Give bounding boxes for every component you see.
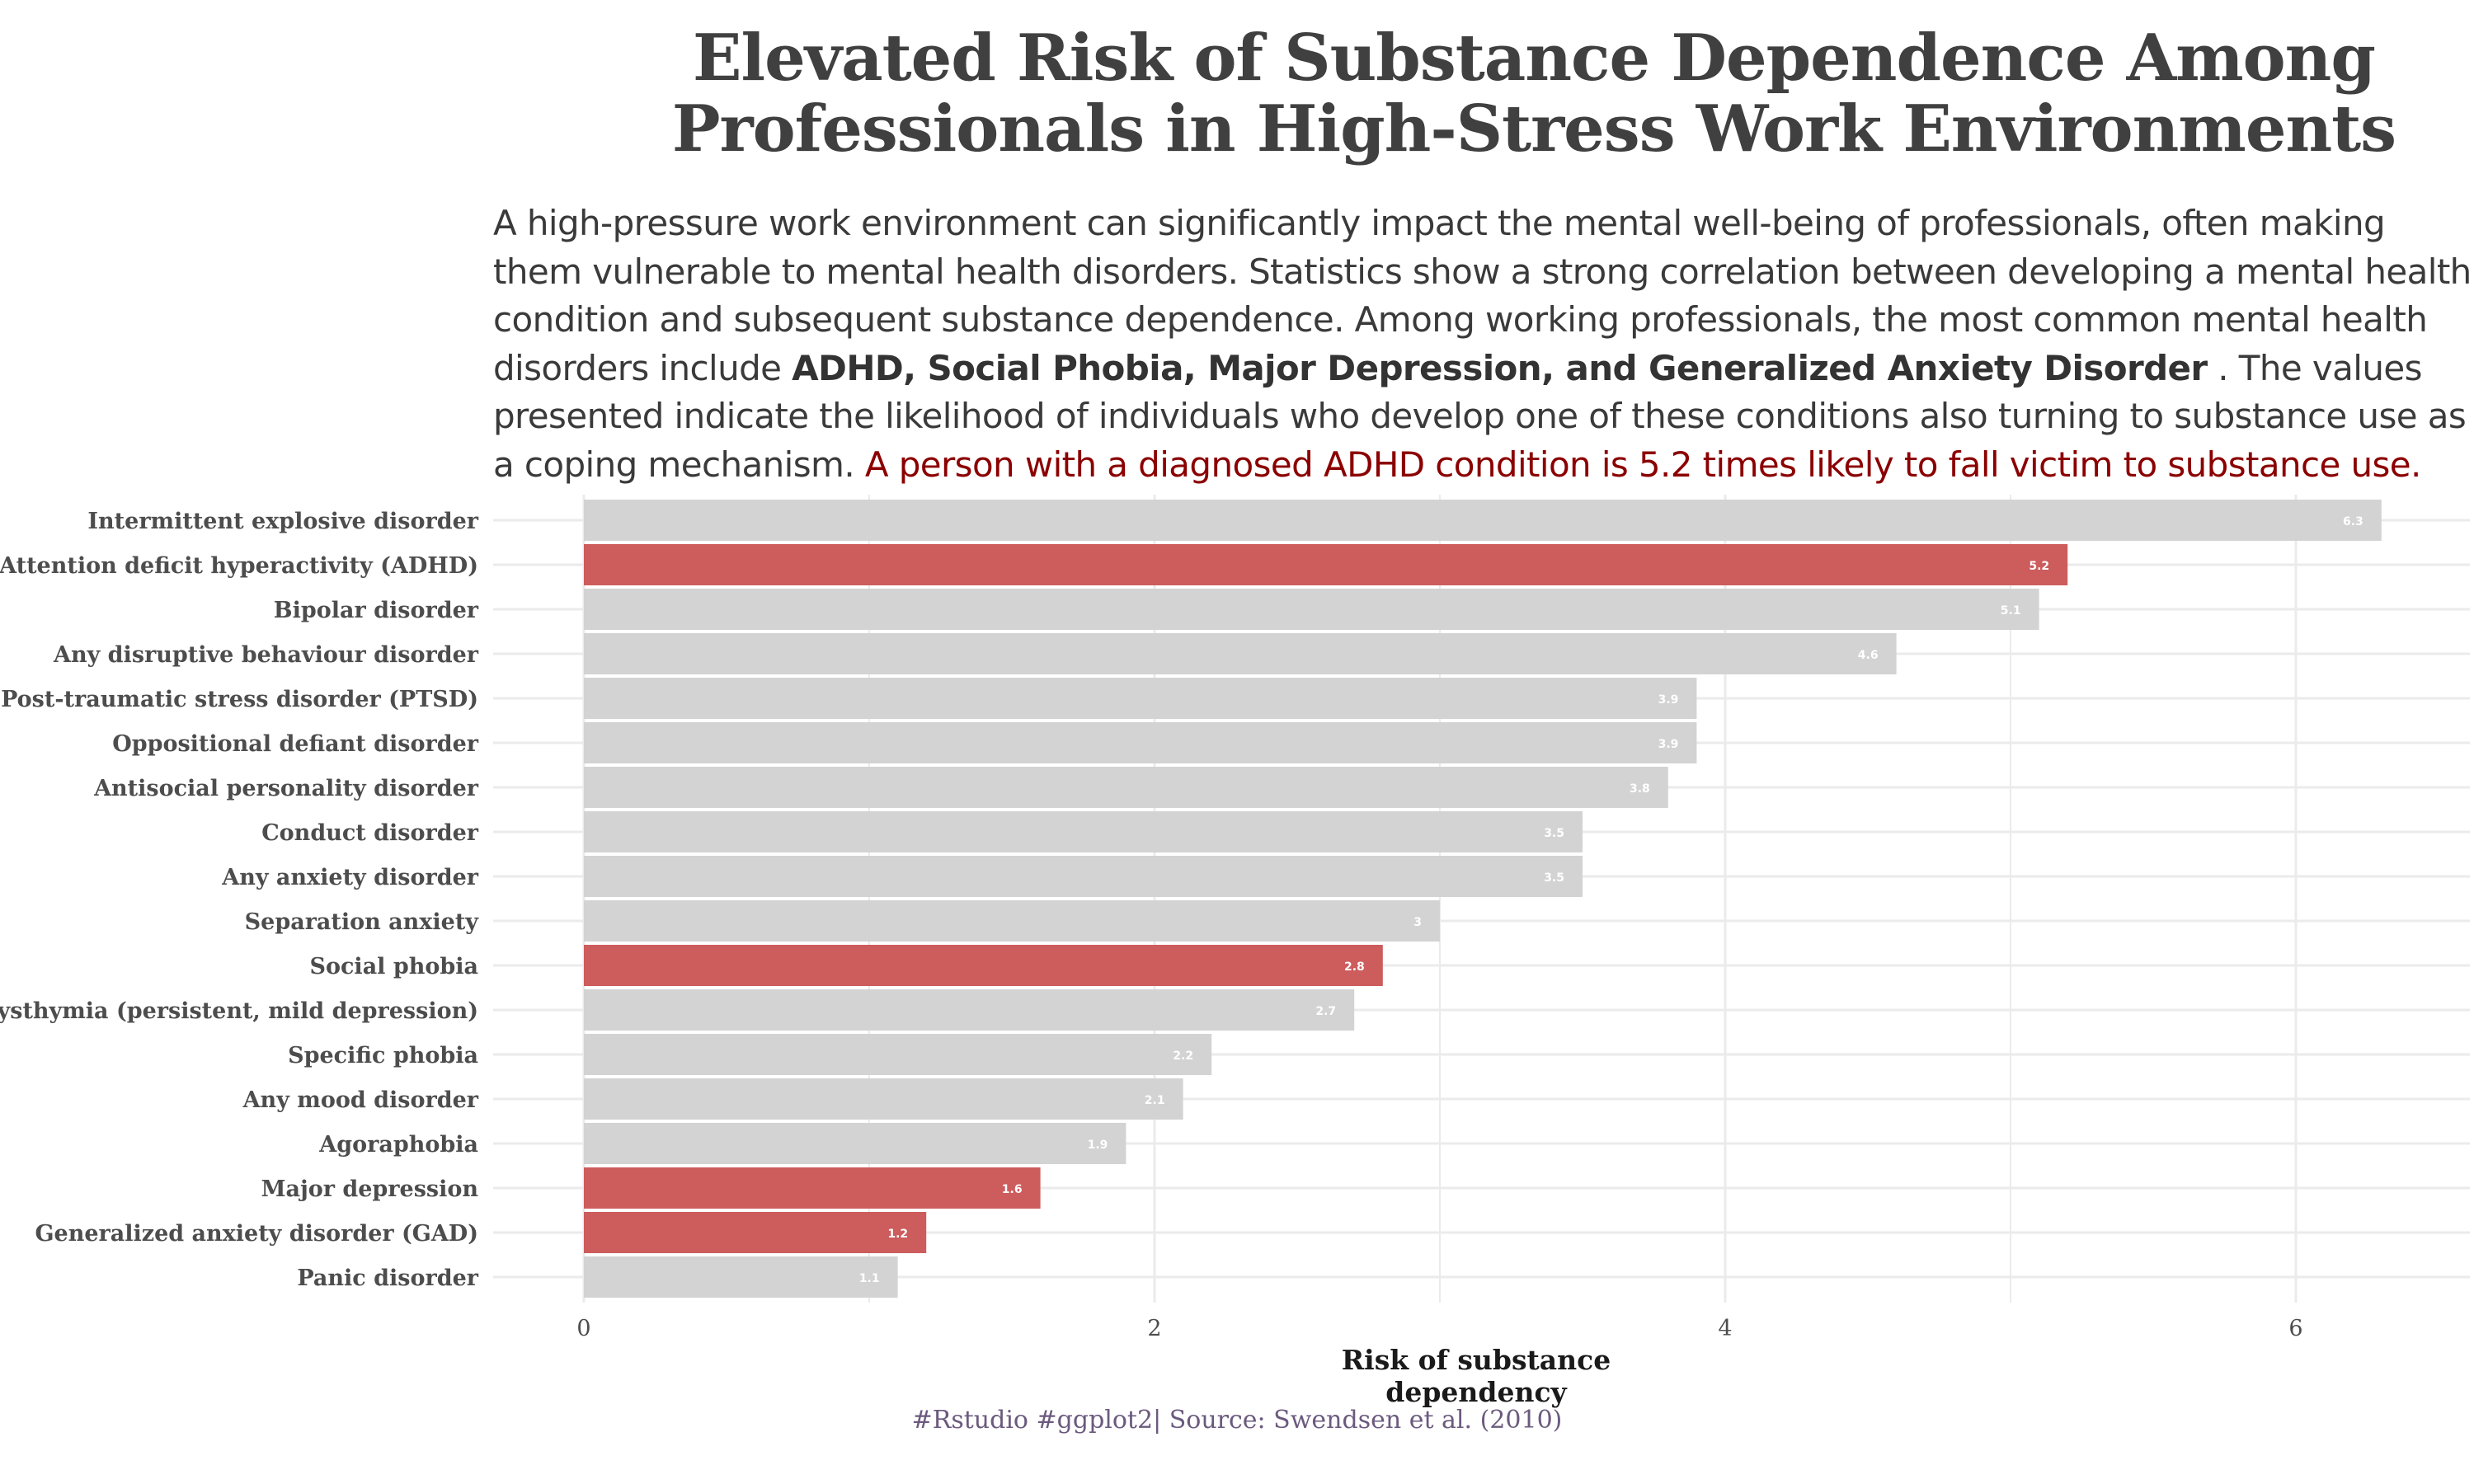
bar — [584, 989, 1355, 1031]
bar — [584, 544, 2068, 585]
category-label: Any anxiety disorder — [221, 865, 479, 890]
category-label: Intermittent explosive disorder — [87, 509, 478, 534]
category-label: Major depression — [261, 1176, 479, 1202]
x-axis-title: Risk of substance dependency — [1341, 1344, 1611, 1408]
bar-value-label: 6.3 — [2343, 515, 2363, 528]
category-label: Panic disorder — [297, 1266, 478, 1291]
bar-value-label: 3.5 — [1544, 827, 1564, 840]
bar — [584, 1123, 1126, 1164]
bar — [584, 678, 1697, 719]
source-caption: #Rstudio #ggplot2| Source: Swendsen et a… — [911, 1406, 1563, 1435]
bar-value-label: 3 — [1413, 916, 1422, 929]
bar — [584, 1212, 927, 1253]
category-label: Attention deficit hyperactivity (ADHD) — [0, 553, 478, 579]
bar — [584, 767, 1668, 808]
bar-value-label: 1.9 — [1088, 1139, 1108, 1152]
subtitle-highlighted-disorders: ADHD, Social Phobia, Major Depression, a… — [792, 347, 2208, 388]
bar-value-label: 2.8 — [1344, 960, 1365, 974]
bar-value-label: 3.9 — [1658, 693, 1679, 707]
bar-value-label: 3.5 — [1544, 871, 1564, 885]
title-line-2: Professionals in High-Stress Work Enviro… — [671, 92, 2396, 167]
bar-value-label: 1.1 — [859, 1272, 880, 1285]
bars: 6.3 5.2 5.1 4.6 3.9 3.9 3.8 3.5 3.5 3 2.8 2.7 2.2 2.1… — [584, 500, 2382, 1298]
bar — [584, 1034, 1212, 1075]
x-tick-label: 0 — [576, 1316, 590, 1341]
bar — [584, 811, 1583, 852]
category-label: Dysthymia (persistent, mild depression) — [0, 998, 478, 1024]
category-label: Post-traumatic stress disorder (PTSD) — [1, 687, 478, 712]
x-tick-label: 4 — [1718, 1316, 1732, 1341]
bar-value-label: 3.8 — [1630, 782, 1650, 796]
bar-value-label: 2.7 — [1315, 1005, 1336, 1018]
bar-value-label: 1.6 — [1002, 1183, 1023, 1196]
bar — [584, 1256, 898, 1298]
bar-value-label: 4.6 — [1858, 649, 1879, 662]
bar-value-label: 5.2 — [2029, 560, 2049, 573]
subtitle-adhd-callout: A person with a diagnosed ADHD condition… — [864, 444, 2422, 485]
x-tick-label: 6 — [2288, 1316, 2302, 1341]
bar — [584, 500, 2382, 541]
bar — [584, 1078, 1183, 1120]
category-label: Specific phobia — [288, 1043, 478, 1068]
category-labels: Intermittent explosive disorder Attention… — [0, 509, 479, 1291]
category-label: Any disruptive behaviour disorder — [53, 642, 479, 668]
category-label: Oppositional defiant disorder — [112, 731, 479, 757]
bar-value-label: 3.9 — [1658, 738, 1679, 751]
bar — [584, 945, 1383, 986]
bar — [584, 900, 1440, 942]
x-tick-label: 2 — [1147, 1316, 1161, 1341]
subtitle-text-2: . The values presented indicate the like… — [493, 347, 2467, 485]
bar-value-label: 1.2 — [887, 1228, 908, 1241]
chart-title: Elevated Risk of Substance Dependence Am… — [577, 23, 2474, 165]
category-label: Any mood disorder — [242, 1087, 479, 1113]
bar — [584, 856, 1583, 897]
category-label: Agoraphobia — [318, 1132, 478, 1158]
bar-value-label: 5.1 — [2001, 604, 2021, 618]
title-line-1: Elevated Risk of Substance Dependence Am… — [693, 21, 2376, 96]
category-label: Conduct disorder — [261, 820, 479, 846]
bar-value-label: 2.2 — [1173, 1050, 1193, 1063]
category-label: Generalized anxiety disorder (GAD) — [35, 1221, 478, 1247]
bar — [584, 633, 1897, 674]
x-axis-ticks: 0 2 4 6 — [576, 1316, 2302, 1341]
category-label: Separation anxiety — [245, 909, 480, 935]
bar — [584, 722, 1697, 763]
category-label: Antisocial personality disorder — [93, 776, 479, 801]
bar — [584, 589, 2039, 630]
chart-subtitle: A high-pressure work environment can sig… — [493, 200, 2472, 489]
bar — [584, 1167, 1041, 1209]
category-label: Social phobia — [309, 954, 478, 979]
category-label: Bipolar disorder — [274, 598, 479, 623]
bar-value-label: 2.1 — [1145, 1094, 1165, 1107]
subtitle-text-1: A high-pressure work environment can sig… — [493, 203, 2472, 388]
